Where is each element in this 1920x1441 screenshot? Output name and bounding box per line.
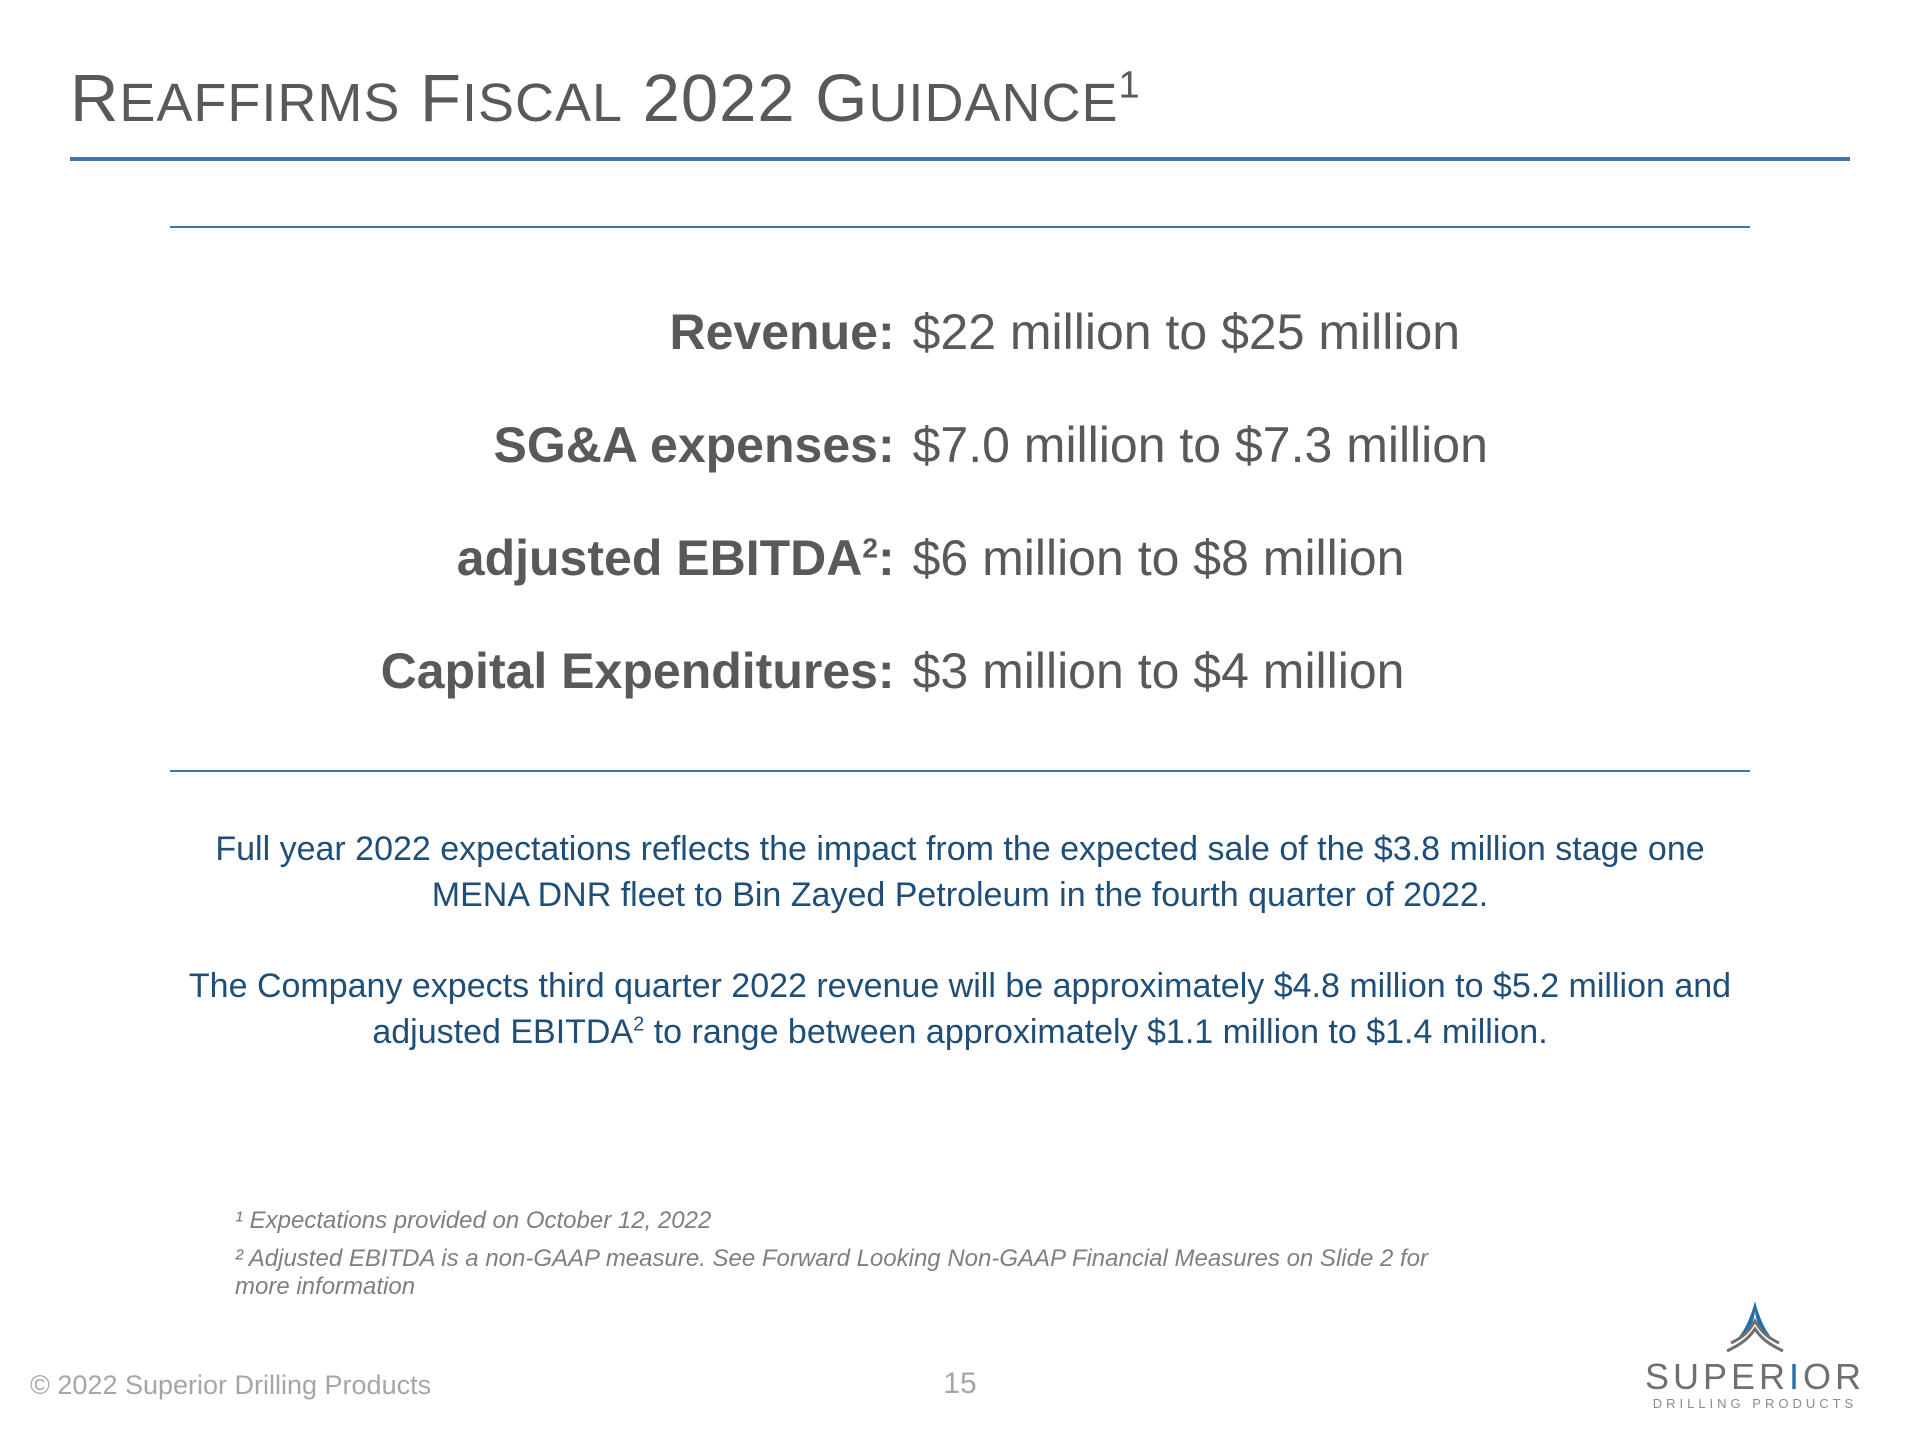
slide-title: REAFFIRMS FISCAL 2022 GUIDANCE1 xyxy=(70,60,1850,137)
guidance-bottom-rule xyxy=(170,770,1750,772)
guidance-label: SG&A expenses: xyxy=(170,416,913,474)
logo-subtext: DRILLING PRODUCTS xyxy=(1645,1396,1865,1411)
footer-page-number: 15 xyxy=(943,1367,976,1401)
guidance-value: $6 million to $8 million xyxy=(913,529,1750,587)
footnotes: ¹ Expectations provided on October 12, 2… xyxy=(235,1207,1470,1311)
company-logo: SUPERIOR DRILLING PRODUCTS xyxy=(1645,1299,1865,1411)
slide: REAFFIRMS FISCAL 2022 GUIDANCE1 Revenue:… xyxy=(0,0,1920,1441)
guidance-block: Revenue: $22 million to $25 million SG&A… xyxy=(170,226,1750,772)
logo-mark-icon xyxy=(1725,1299,1785,1354)
guidance-label: Capital Expenditures: xyxy=(170,642,913,700)
title-rule xyxy=(70,157,1850,161)
footnote: ² Adjusted EBITDA is a non-GAAP measure.… xyxy=(235,1245,1470,1301)
guidance-row: adjusted EBITDA2: $6 million to $8 milli… xyxy=(170,529,1750,587)
guidance-table: Revenue: $22 million to $25 million SG&A… xyxy=(170,228,1750,770)
guidance-row: Capital Expenditures: $3 million to $4 m… xyxy=(170,642,1750,700)
footer-copyright: © 2022 Superior Drilling Products xyxy=(30,1370,431,1401)
guidance-value: $22 million to $25 million xyxy=(913,303,1750,361)
logo-text: SUPERIOR xyxy=(1645,1356,1865,1398)
footnote: ¹ Expectations provided on October 12, 2… xyxy=(235,1207,1470,1235)
note-text: The Company expects third quarter 2022 r… xyxy=(170,964,1750,1056)
guidance-row: Revenue: $22 million to $25 million xyxy=(170,303,1750,361)
note-text: Full year 2022 expectations reflects the… xyxy=(170,827,1750,919)
guidance-row: SG&A expenses: $7.0 million to $7.3 mill… xyxy=(170,416,1750,474)
guidance-label: Revenue: xyxy=(170,303,913,361)
guidance-value: $7.0 million to $7.3 million xyxy=(913,416,1750,474)
notes-block: Full year 2022 expectations reflects the… xyxy=(170,827,1750,1056)
guidance-value: $3 million to $4 million xyxy=(913,642,1750,700)
guidance-label: adjusted EBITDA2: xyxy=(170,529,913,587)
